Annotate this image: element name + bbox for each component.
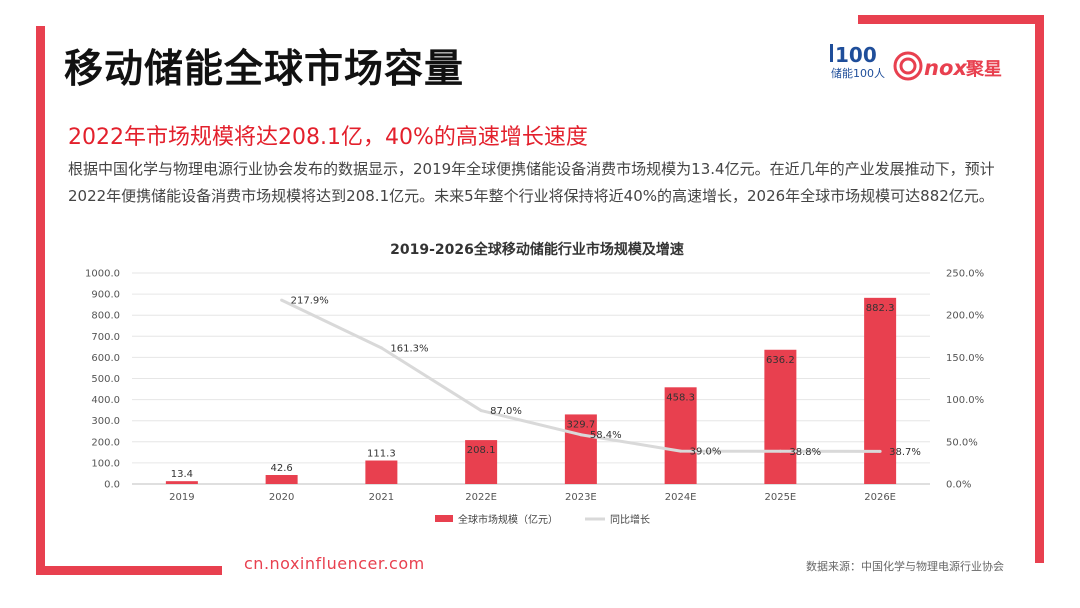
growth-point-2025E [778, 449, 782, 453]
legend-bar-swatch [435, 515, 453, 522]
bar-2023E [564, 414, 597, 484]
x-axis-tick-label: 2021 [369, 492, 394, 503]
growth-point-2020 [280, 298, 284, 302]
left-axis-tick-label: 300.0 [91, 416, 120, 427]
chart-axes: 0.0 100.0 200.0 300.0 400.0 500.0 600.0 700.0 80… [85, 269, 984, 504]
chart-growth-line [280, 298, 882, 453]
growth-value-label: 217.9% [291, 296, 329, 307]
growth-value-label: 38.7% [889, 447, 921, 458]
x-axis-tick-label: 2019 [169, 492, 194, 503]
page-title: 移动储能全球市场容量 [64, 47, 465, 92]
bar-value-label: 882.3 [866, 303, 895, 314]
frame-top-bar [858, 15, 1044, 24]
market-chart: 2019-2026全球移动储能行业市场规模及增速 13.4 42.6 111.3 20… [85, 241, 984, 526]
chart-title: 2019-2026全球移动储能行业市场规模及增速 [390, 241, 684, 258]
growth-value-label: 39.0% [690, 447, 722, 458]
logo1-text: 储能100人 [831, 66, 885, 80]
bar-2019 [165, 481, 198, 484]
growth-point-2022E [479, 409, 483, 413]
description-text: 根据中国化学与物理电源行业协会发布的数据显示，2019年全球便携储能设备消费市场… [68, 160, 995, 205]
bar-value-label: 42.6 [270, 463, 292, 474]
growth-value-label: 87.0% [490, 406, 522, 417]
growth-value-label: 58.4% [590, 430, 622, 441]
chart-legend: 全球市场规模（亿元） 同比增长 [435, 513, 650, 526]
right-axis-tick-label: 250.0% [946, 269, 984, 280]
left-axis-tick-label: 1000.0 [85, 269, 120, 280]
growth-point-2024E [679, 449, 683, 453]
data-source: 数据来源：中国化学与物理电源行业协会 [806, 560, 1004, 573]
x-axis-tick-label: 2023E [565, 492, 597, 503]
legend-line-label: 同比增长 [610, 513, 650, 526]
growth-point-2026E [878, 449, 882, 453]
bar-value-label: 458.3 [666, 392, 695, 403]
bar-value-label: 636.2 [766, 355, 795, 366]
left-axis-tick-label: 0.0 [104, 480, 120, 491]
chart-gridlines [132, 272, 930, 485]
bar-2026E [864, 297, 897, 484]
x-axis-tick-label: 2024E [665, 492, 697, 503]
right-axis-tick-label: 50.0% [946, 437, 978, 448]
bar-2024E [664, 387, 697, 484]
growth-value-label: 38.8% [789, 447, 821, 458]
bar-value-label: 208.1 [467, 445, 496, 456]
frame-left-bar [36, 26, 45, 574]
right-axis-tick-label: 0.0% [946, 480, 971, 491]
footer-url[interactable]: cn.noxinfluencer.com [244, 554, 425, 573]
logo2-cn: 聚星 [965, 59, 1002, 80]
bar-2020 [265, 475, 298, 484]
growth-point-2023E [579, 433, 583, 437]
legend-bar-label: 全球市场规模（亿元） [458, 513, 558, 526]
left-axis-tick-label: 200.0 [91, 437, 120, 448]
growth-value-label: 161.3% [390, 343, 428, 354]
brand-logos: 100 储能100人 nox 聚星 [830, 43, 1002, 81]
logo1-mark: 100 [835, 43, 877, 67]
x-axis-tick-label: 2022E [465, 492, 497, 503]
left-axis-tick-label: 500.0 [91, 374, 120, 385]
left-axis-tick-label: 100.0 [91, 458, 120, 469]
left-axis-tick-label: 700.0 [91, 332, 120, 343]
right-axis-tick-label: 150.0% [946, 353, 984, 364]
section-subtitle: 2022年市场规模将达208.1亿，40%的高速增长速度 [68, 125, 588, 150]
logo2-text: nox [924, 56, 968, 80]
frame-right-bar [1035, 15, 1044, 563]
logo-nox: nox 聚星 [893, 51, 1002, 81]
left-axis-tick-label: 400.0 [91, 395, 120, 406]
right-axis-tick-label: 100.0% [946, 395, 984, 406]
growth-point-2021 [379, 346, 383, 350]
bar-2025E [764, 349, 797, 484]
left-axis-tick-label: 800.0 [91, 311, 120, 322]
chart-bars [165, 297, 897, 484]
bar-2021 [365, 460, 398, 484]
logo-storage100: 100 储能100人 [830, 43, 885, 80]
left-axis-tick-label: 600.0 [91, 353, 120, 364]
right-axis-tick-label: 200.0% [946, 311, 984, 322]
bar-value-label: 111.3 [367, 449, 396, 460]
x-axis-tick-label: 2025E [764, 492, 796, 503]
bar-value-label: 13.4 [171, 469, 193, 480]
bar-value-label: 329.7 [567, 419, 596, 430]
bar-2022E [465, 440, 498, 484]
frame-bottom-bar [36, 566, 222, 575]
x-axis-tick-label: 2020 [269, 492, 294, 503]
left-axis-tick-label: 900.0 [91, 290, 120, 301]
x-axis-tick-label: 2026E [864, 492, 896, 503]
chart-data-labels: 13.4 42.6 111.3 208.1 329.7 458.3 636.2 882.3 21… [171, 296, 921, 481]
